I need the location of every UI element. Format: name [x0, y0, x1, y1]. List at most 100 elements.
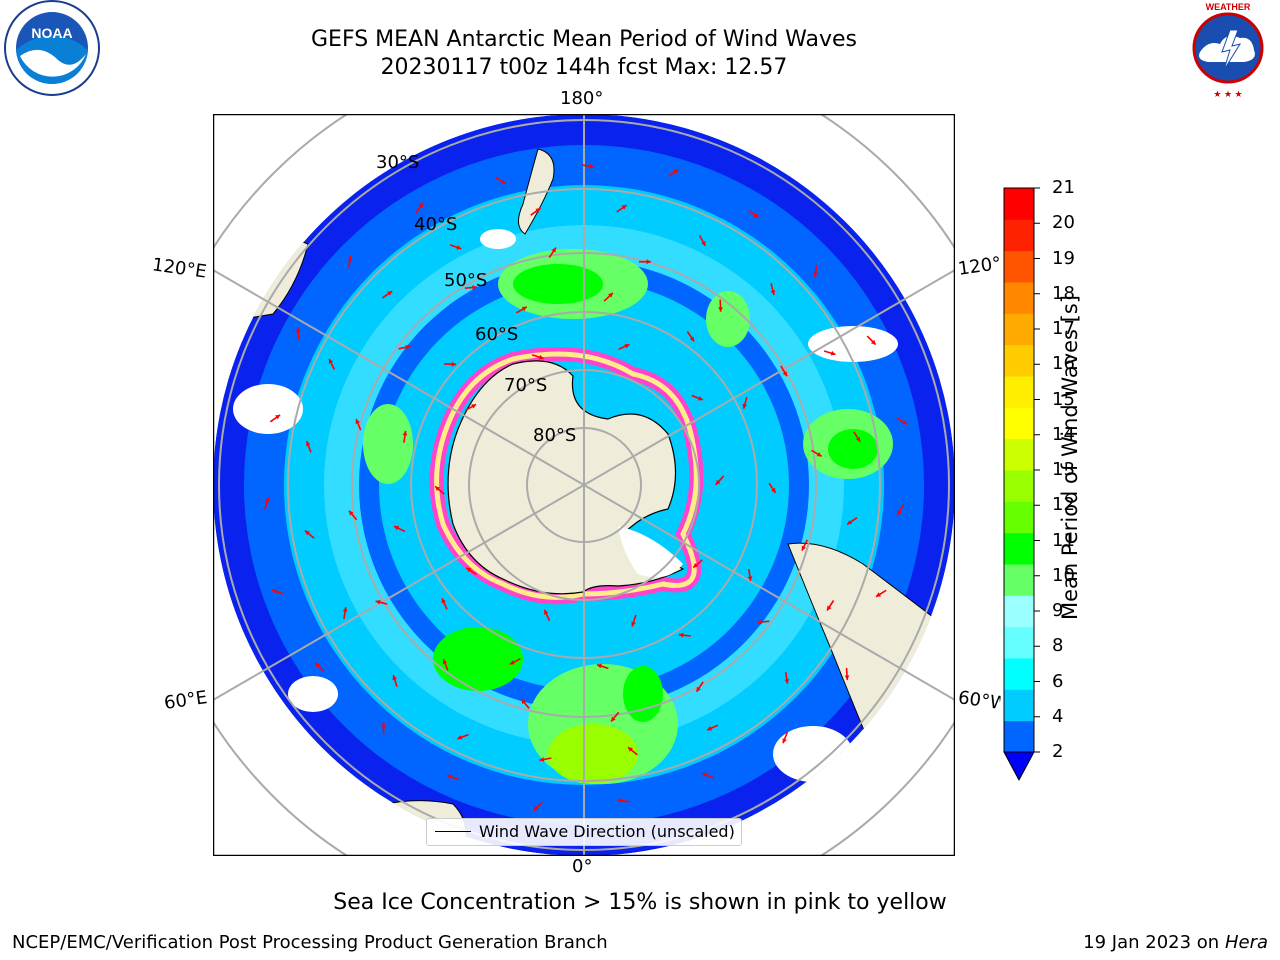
wind-arrow-head: [844, 675, 850, 680]
wind-arrow-head: [275, 414, 281, 420]
wind-arrow-head: [782, 371, 787, 377]
wind-arrow-head: [847, 520, 853, 525]
wind-arrow-head: [539, 757, 545, 762]
colorbar-segment: [1004, 501, 1034, 534]
wind-arrow-head: [902, 420, 908, 425]
wind-arrow-head: [876, 592, 881, 597]
colorbar-tick-label: 9: [1052, 600, 1064, 621]
svg-text:WEATHER: WEATHER: [1206, 2, 1251, 12]
lat-label-40s: 40°S: [414, 214, 458, 235]
colorbar-segment: [1004, 658, 1034, 690]
colorbar-tick-label: 15: [1052, 388, 1075, 410]
footer-host: Hera: [1224, 932, 1268, 953]
wind-arrow-head: [533, 805, 539, 811]
wind-arrow-head: [747, 576, 753, 581]
wind-arrow-head: [830, 350, 836, 356]
legend-line-swatch: [435, 831, 471, 832]
wind-arrow-head: [628, 747, 633, 752]
wind-arrow-head: [701, 240, 706, 246]
wind-arrow-head: [295, 327, 301, 333]
wind-arrow-head: [897, 510, 902, 516]
wind-arrow-head: [402, 430, 408, 436]
wind-arrow-head: [405, 344, 411, 350]
colorbar-segment: [1004, 564, 1034, 596]
colorbar-segment: [1004, 219, 1034, 252]
wind-arrow-head: [770, 290, 776, 295]
wind-arrow-head: [348, 510, 354, 516]
wind-arrow-head: [757, 619, 762, 625]
lat-label-80s: 80°S: [533, 425, 577, 446]
colorbar-segment: [1004, 532, 1034, 565]
wind-arrow-head: [328, 358, 334, 364]
wind-arrow-head: [784, 679, 790, 684]
wind-arrow-head: [544, 609, 549, 615]
colorbar-segment: [1004, 407, 1034, 440]
wind-arrow-head: [673, 169, 679, 174]
wind-arrow-head: [435, 486, 440, 491]
lon-label-120e: 120°E: [150, 254, 208, 283]
colorbar-segment: [1004, 438, 1034, 471]
wind-arrow-head: [782, 738, 787, 744]
colorbar-tick-label: 14: [1052, 423, 1075, 445]
colorbar: [1003, 187, 1040, 782]
wind-arrow-head: [617, 798, 623, 803]
wind-arrow-head: [521, 306, 527, 312]
wind-arrow-head: [718, 307, 723, 312]
colorbar-segment: [1004, 470, 1034, 502]
noaa-logo-text: NOAA: [31, 25, 72, 41]
colorbar-tick-label: 10: [1052, 564, 1075, 586]
colorbar-segment: [1004, 250, 1034, 283]
wind-arrow-head: [870, 339, 876, 345]
lon-label-120w: 120°W: [956, 253, 1002, 280]
wind-arrow-head: [535, 208, 541, 213]
lat-label-50s: 50°S: [444, 270, 488, 291]
lat-label-30s: 30°S: [376, 152, 420, 173]
lon-label-60e: 60°E: [162, 687, 209, 714]
wind-arrow-head: [702, 772, 708, 778]
wind-arrow-head: [813, 272, 818, 278]
wind-arrow-head: [347, 256, 353, 261]
colorbar-tick-label: 11: [1052, 529, 1075, 551]
wind-arrow-head: [375, 599, 381, 605]
wind-arrow-head: [801, 545, 806, 551]
noaa-logo: NOAA: [4, 0, 100, 96]
wind-arrow-head: [500, 179, 506, 184]
wind-wave-arrows: [264, 163, 908, 812]
wind-arrow-head: [753, 213, 759, 218]
lon-label-0: 0°: [572, 856, 593, 877]
wind-arrow-head: [707, 726, 713, 731]
colorbar-segment: [1004, 344, 1034, 377]
colorbar-segment: [1004, 689, 1034, 722]
colorbar-tick-label: 13: [1052, 459, 1075, 480]
wind-arrow-head: [442, 659, 448, 665]
wind-arrow-head: [447, 774, 452, 779]
graticule: [213, 114, 955, 856]
colorbar-segment: [1004, 626, 1034, 659]
colorbar-tick-label: 16: [1052, 353, 1075, 375]
wind-arrow-head: [342, 607, 348, 612]
wind-arrow-head: [697, 396, 703, 401]
wind-arrow-head: [466, 567, 472, 573]
colorbar-extend-arrow: [1003, 751, 1035, 782]
wind-arrow-head: [742, 403, 748, 409]
colorbar-tick-label: 19: [1052, 247, 1075, 269]
wind-arrow-head: [693, 562, 699, 568]
wind-arrow-head: [472, 285, 477, 290]
colorbar-tick-label: 12: [1052, 494, 1075, 516]
wind-arrow-head: [689, 336, 695, 342]
wind-arrow-head: [271, 589, 277, 594]
wind-arrow-head: [521, 699, 526, 705]
wind-arrow-head: [608, 292, 613, 298]
footer-date-text: 19 Jan 2023 on: [1083, 932, 1220, 953]
colorbar-segment: [1004, 595, 1034, 628]
wind-arrow-head: [715, 479, 721, 485]
wind-arrow-head: [355, 419, 360, 424]
wind-arrow-head: [631, 621, 636, 627]
wind-arrow-head: [315, 662, 320, 668]
colorbar-tick-label: 2: [1052, 741, 1064, 762]
lon-label-60w: 60°W: [956, 687, 1002, 714]
wind-arrow-head: [597, 663, 602, 669]
colorbar-tick-label: 21: [1052, 177, 1075, 198]
chart-subtitle: 20230117 t00z 144h fcst Max: 12.57: [380, 55, 788, 80]
wind-arrow-head: [624, 344, 630, 349]
